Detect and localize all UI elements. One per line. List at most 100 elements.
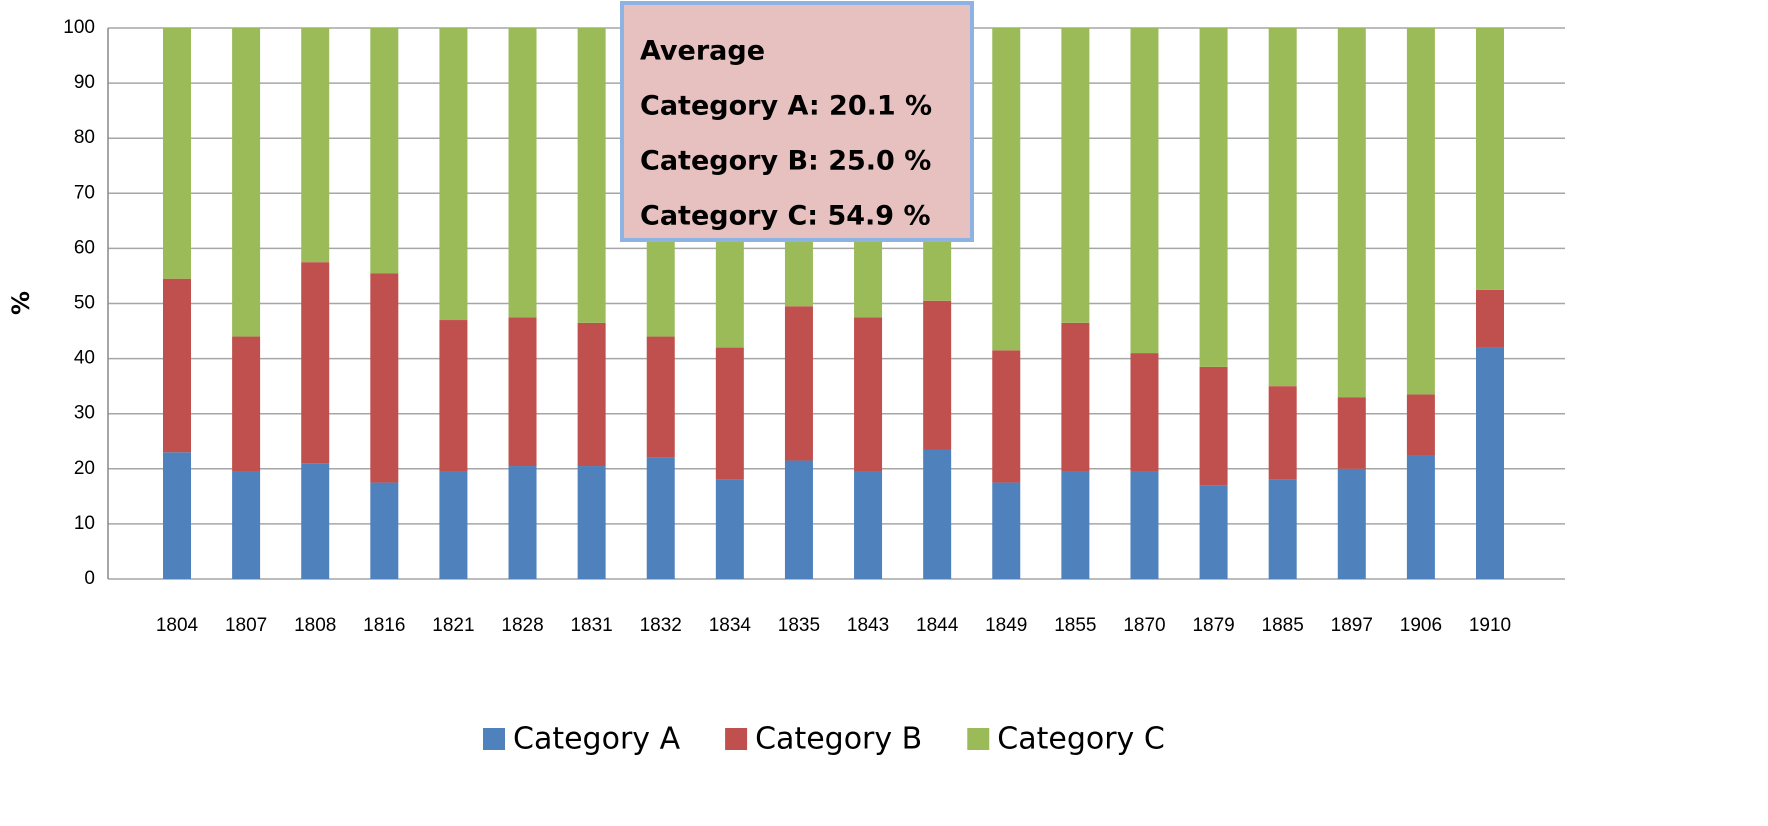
bar-segment <box>1406 394 1435 456</box>
x-tick-label: 1849 <box>985 615 1027 636</box>
y-tick-label: 70 <box>74 182 95 203</box>
legend-label: Category A <box>513 722 681 757</box>
bar-segment <box>1130 28 1159 354</box>
annotation-box <box>620 1 974 242</box>
bar-segment <box>163 278 191 453</box>
bar-segment <box>1406 455 1435 579</box>
bar-segment <box>439 471 468 579</box>
bar-segment <box>1337 28 1366 398</box>
legend-swatch <box>483 728 505 750</box>
bar-segment <box>854 471 883 579</box>
bar-segment <box>508 28 537 318</box>
y-axis-label: % <box>7 291 35 315</box>
bar-segment <box>1199 366 1228 486</box>
legend-swatch <box>725 728 748 750</box>
bar-segment <box>784 460 813 579</box>
bar-segment <box>923 449 952 579</box>
bar-segment <box>1268 28 1297 387</box>
bar-segment <box>646 457 675 579</box>
legend-swatch <box>967 728 990 750</box>
y-tick-label: 0 <box>84 568 95 589</box>
bar-segment <box>1061 322 1090 472</box>
bar-segment <box>232 336 261 472</box>
annotation-text: Average <box>640 36 765 67</box>
bar-segment <box>439 28 468 321</box>
bar-segment <box>370 273 399 483</box>
x-tick-label: 1834 <box>709 615 752 636</box>
x-tick-label: 1835 <box>778 615 820 636</box>
bar-segment <box>577 322 606 467</box>
bar-segment <box>1199 485 1228 579</box>
bar-segment <box>715 479 744 579</box>
bar-segment <box>1337 397 1366 469</box>
y-tick-label: 90 <box>74 72 95 93</box>
bar-segment <box>370 482 399 579</box>
legend-label: Category B <box>755 722 922 757</box>
bar-segment <box>163 28 191 279</box>
x-tick-label: 1843 <box>847 615 889 636</box>
bar-segment <box>1337 468 1366 579</box>
bar-segment <box>646 336 675 458</box>
bar-segment <box>992 28 1021 351</box>
bar-segment <box>992 350 1021 483</box>
y-tick-label: 50 <box>74 293 95 314</box>
bar-segment <box>715 347 744 480</box>
y-tick-label: 20 <box>74 458 95 479</box>
x-tick-label: 1828 <box>501 615 543 636</box>
bar-segment <box>1268 386 1297 480</box>
bar-segment <box>1061 471 1090 579</box>
bar-segment <box>854 317 883 472</box>
x-tick-label: 1831 <box>570 615 612 636</box>
bar-segment <box>1199 28 1228 367</box>
bar-segment <box>784 306 813 461</box>
bar-segment <box>301 463 330 579</box>
bar-segment <box>1130 353 1159 472</box>
y-tick-label: 40 <box>74 348 95 369</box>
bar-segment <box>163 452 191 579</box>
x-tick-label: 1804 <box>156 615 199 636</box>
bar-segment <box>508 317 537 467</box>
x-tick-label: 1832 <box>640 615 682 636</box>
bar-segment <box>232 471 261 579</box>
bar-segment <box>1476 347 1504 579</box>
x-tick-label: 1897 <box>1331 615 1373 636</box>
bar-segment <box>1268 479 1297 579</box>
bar-segment <box>508 466 537 579</box>
bar-segment <box>301 262 330 464</box>
legend-label: Category C <box>997 722 1165 757</box>
bar-segment <box>1476 28 1504 290</box>
bar-segment <box>992 482 1021 579</box>
annotation-text: Category A: 20.1 % <box>640 91 932 122</box>
bar-segment <box>439 320 468 472</box>
y-tick-label: 80 <box>74 127 95 148</box>
bar-segment <box>1406 28 1435 395</box>
x-tick-label: 1885 <box>1262 615 1304 636</box>
y-tick-label: 10 <box>74 513 95 534</box>
x-tick-label: 1879 <box>1192 615 1234 636</box>
bar-segment <box>1130 471 1159 579</box>
y-tick-label: 30 <box>74 403 95 424</box>
x-tick-label: 1808 <box>294 615 336 636</box>
bar-segment <box>577 466 606 579</box>
x-tick-label: 1807 <box>225 615 267 636</box>
bar-segment <box>1476 289 1504 348</box>
annotation-text: Category C: 54.9 % <box>640 201 931 232</box>
annotation-text: Category B: 25.0 % <box>640 146 931 177</box>
y-tick-label: 100 <box>63 17 95 38</box>
y-tick-label: 60 <box>74 237 95 258</box>
bar-segment <box>232 28 261 337</box>
bar-segment <box>923 300 952 450</box>
x-tick-label: 1855 <box>1054 615 1096 636</box>
x-tick-label: 1906 <box>1400 615 1442 636</box>
x-tick-label: 1910 <box>1469 615 1511 636</box>
x-tick-label: 1870 <box>1123 615 1165 636</box>
bar-segment <box>301 28 330 263</box>
bar-segment <box>577 28 606 323</box>
x-tick-label: 1844 <box>916 615 959 636</box>
x-tick-label: 1816 <box>363 615 405 636</box>
x-tick-label: 1821 <box>432 615 474 636</box>
bar-segment <box>1061 28 1090 323</box>
bar-segment <box>370 28 399 274</box>
